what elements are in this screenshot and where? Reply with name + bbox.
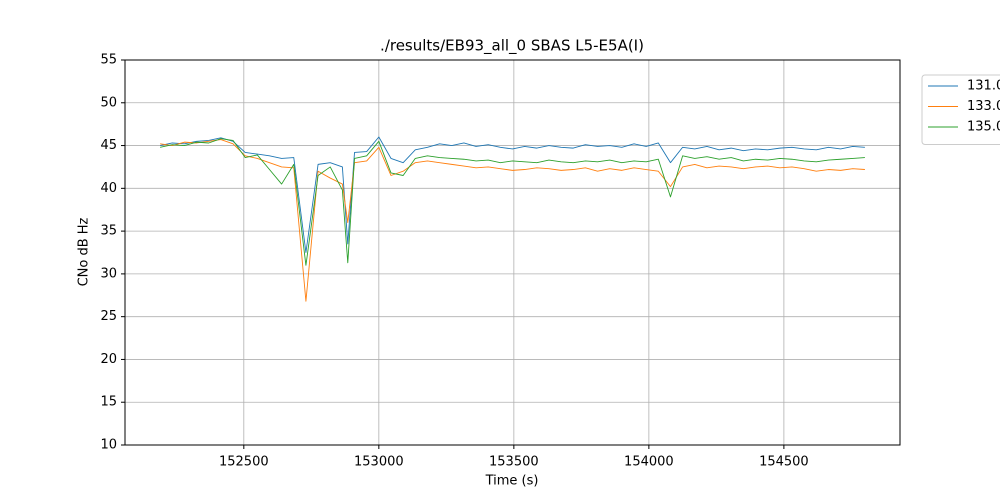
legend: 131.0 133.0 135.0 xyxy=(921,74,1000,145)
y-tick-label: 10 xyxy=(100,438,117,453)
y-tick-label: 20 xyxy=(100,352,117,367)
x-tick-label: 153500 xyxy=(489,455,539,470)
x-tick-label: 153000 xyxy=(354,455,404,470)
y-tick-label: 55 xyxy=(100,53,117,68)
series-line xyxy=(160,139,865,302)
series-line xyxy=(160,136,865,253)
series-line xyxy=(160,138,865,266)
x-tick-label: 152500 xyxy=(219,455,269,470)
x-axis-label: Time (s) xyxy=(485,474,539,489)
x-tick-label: 154500 xyxy=(759,455,809,470)
y-axis-label: CNo dB Hz xyxy=(77,217,92,286)
y-tick-label: 30 xyxy=(100,266,117,281)
chart-title: ./results/EB93_all_0 SBAS L5-E5A(I) xyxy=(380,37,644,56)
y-tick-label: 25 xyxy=(100,309,117,324)
legend-label: 135.0 xyxy=(967,120,1000,135)
y-tick-label: 40 xyxy=(100,181,117,196)
legend-label: 131.0 xyxy=(967,79,1000,94)
y-tick-label: 50 xyxy=(100,95,117,110)
x-tick-label: 154000 xyxy=(624,455,674,470)
plot-area xyxy=(160,136,865,302)
axes-frame xyxy=(124,59,901,446)
y-tick-label: 45 xyxy=(100,138,117,153)
y-tick-label: 35 xyxy=(100,224,117,239)
legend-label: 133.0 xyxy=(967,99,1000,114)
y-tick-label: 15 xyxy=(100,395,117,410)
